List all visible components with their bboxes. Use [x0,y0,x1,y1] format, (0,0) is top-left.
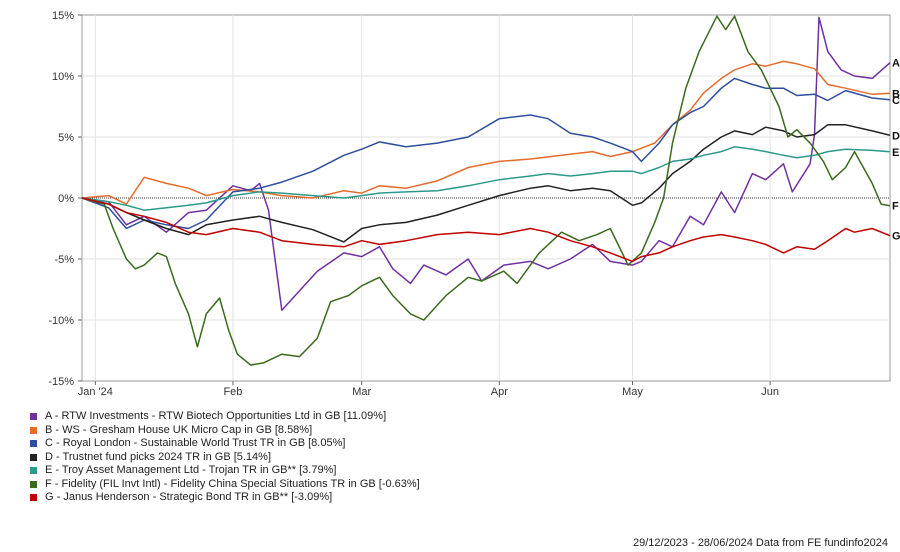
legend-label: B - WS - Gresham House UK Micro Cap in G… [45,423,313,436]
y-tick-label: -5% [54,254,74,266]
legend-label: D - Trustnet fund picks 2024 TR in GB [5… [45,450,272,463]
grid [81,14,891,382]
series-line-b [81,60,891,205]
y-tick-label: 5% [58,132,74,144]
y-tick-label: 0% [58,193,74,205]
series-line-c [81,77,891,230]
series-end-label-d: D [892,130,900,142]
series-line-d [81,124,891,243]
series-line-f [81,15,891,366]
legend-swatch [30,413,37,421]
axes: 15% 10% 5% 0% -5% -10% -15% Jan '24 Feb Mar Apr May… [48,10,779,398]
x-tick-label: May [622,386,643,398]
legend-item-f: F - Fidelity (FIL Invt Intl) - Fidelity … [30,478,420,492]
chart-footer: 29/12/2023 - 28/06/2024 Data from FE fun… [632,537,888,549]
series-end-label-e: E [892,147,899,159]
series-line-e [81,146,891,211]
legend-label: A - RTW Investments - RTW Biotech Opport… [45,410,387,423]
legend-label: E - Troy Asset Management Ltd - Trojan T… [45,464,337,477]
legend-item-c: C - Royal London - Sustainable World Tru… [30,437,420,451]
legend-item-b: B - WS - Gresham House UK Micro Cap in G… [30,424,420,438]
series-end-label-g: G [892,231,900,243]
x-tick-label: Jun [761,386,779,398]
legend-label: G - Janus Henderson - Strategic Bond TR … [45,491,333,504]
legend-swatch [30,494,37,502]
series-end-label-a: A [892,58,900,70]
legend-label: C - Royal London - Sustainable World Tru… [45,437,346,450]
x-tick-label: Jan '24 [78,386,113,398]
series-end-label-b: B [892,88,900,100]
x-tick-label: Feb [223,386,242,398]
legend-item-e: E - Troy Asset Management Ltd - Trojan T… [30,464,420,478]
series-end-label-f: F [892,201,899,213]
x-tick-label: Mar [352,386,371,398]
legend-item-g: G - Janus Henderson - Strategic Bond TR … [30,491,420,505]
legend-swatch [30,440,37,448]
legend: A - RTW Investments - RTW Biotech Opport… [30,410,420,505]
y-tick-label: 10% [52,71,74,83]
legend-item-d: D - Trustnet fund picks 2024 TR in GB [5… [30,451,420,465]
series-end-label-c: C [892,95,900,107]
legend-swatch [30,467,37,475]
legend-label: F - Fidelity (FIL Invt Intl) - Fidelity … [45,477,420,490]
y-tick-label: -15% [48,376,74,388]
y-tick-label: -10% [48,315,74,327]
performance-chart: 15% 10% 5% 0% -5% -10% -15% Jan '24 Feb Mar Apr May… [48,10,900,398]
legend-item-a: A - RTW Investments - RTW Biotech Opport… [30,410,420,424]
series-end-labels: A BC DE F G [892,58,900,243]
legend-swatch [30,426,37,434]
y-tick-label: 15% [52,10,74,22]
series-lines [81,15,891,366]
series-line-g [81,197,891,263]
legend-swatch [30,453,37,461]
legend-swatch [30,480,37,488]
x-tick-label: Apr [491,386,508,398]
